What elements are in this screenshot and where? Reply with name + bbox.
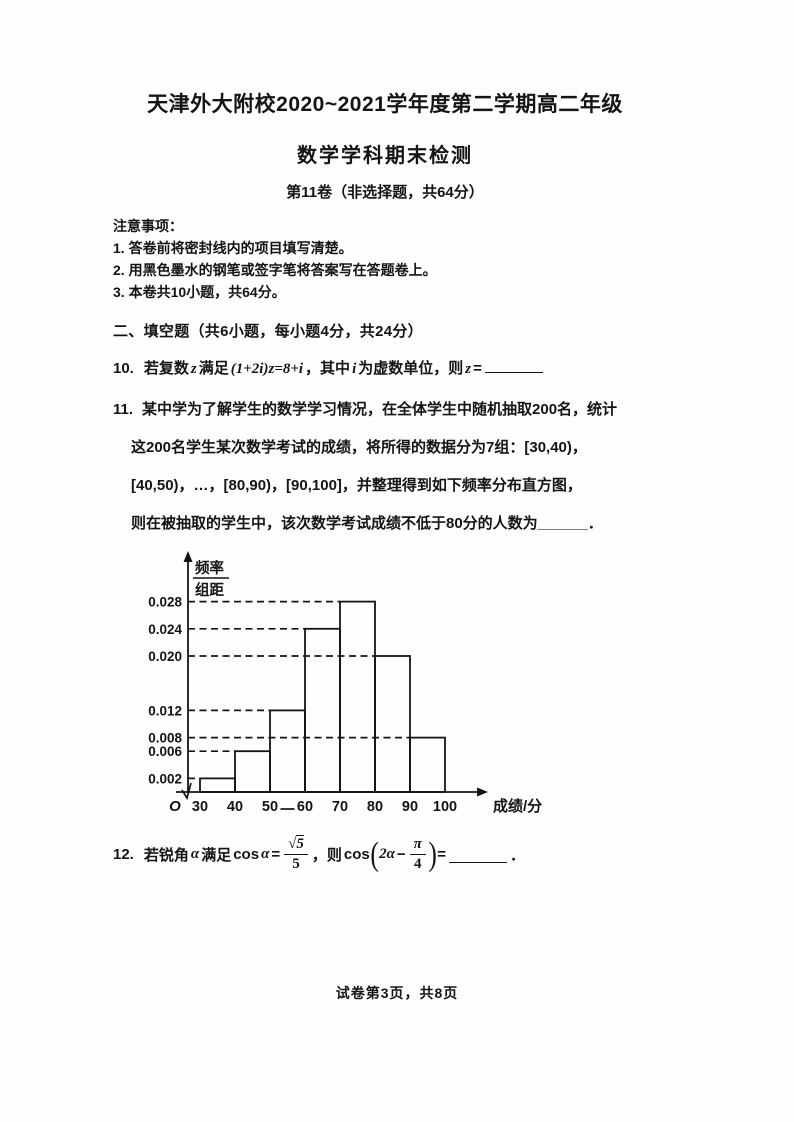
exam-school-title: 天津外大附校2020~2021学年度第二学期高二年级 <box>147 93 623 116</box>
histogram-bar <box>199 777 236 793</box>
x-axis-arrow <box>477 787 488 797</box>
math-t: 满足 <box>198 359 229 377</box>
question-11-line-1: 11. 某中学为了解学生的数学学习情况，在全体学生中随机抽取200名，统计 <box>113 391 680 429</box>
x-axis-label: 成绩/分 <box>493 797 542 815</box>
question-11: 11. 某中学为了解学生的数学学习情况，在全体学生中随机抽取200名，统计 这20… <box>90 391 680 543</box>
axis-break-mark <box>181 782 192 800</box>
question-11-line-4: 则在被抽取的学生中，该次数学考试成绩不低于80分的人数为______． <box>131 514 603 532</box>
x-tick-label: 40 <box>227 799 243 815</box>
notes-heading: 注意事项： <box>113 218 183 234</box>
math-m: z <box>465 360 472 377</box>
math-t: ，则 <box>311 847 342 864</box>
histogram-bar <box>304 627 341 793</box>
question-10-text: 若复数 z 满足 (1+2i)z=8+i ，其中 i 为虚数单位，则 z = <box>143 360 545 377</box>
math-m: z <box>190 360 197 377</box>
math-t: 若锐角 <box>143 847 189 864</box>
y-tick-label: 0.002 <box>148 771 182 786</box>
question-12: 12. 若锐角 α 满足 cos α = √5 5 ，则 cos(2α − π 4) = ． <box>90 834 680 874</box>
section-heading-fill-in: 二、填空题（共6小题，每小题4分，共24分） <box>113 323 423 340</box>
question-11-line-2: 这200名学生某次数学考试的成绩，将所得的数据分为7组：[30,40)， <box>131 438 587 456</box>
math-t: 为虚数单位，则 <box>358 359 464 377</box>
note-item-3: 3. 本卷共10小题，共64分。 <box>113 284 286 300</box>
paper-section-line: 第11卷（非选择题，共64分） <box>286 184 484 201</box>
notes-block: 注意事项： 1. 答卷前将密封线内的项目填写清楚。 2. 用黑色墨水的钢笔或签字… <box>90 215 680 303</box>
math-m: α <box>261 846 270 862</box>
math-m: i <box>352 360 357 377</box>
math-t: = <box>271 846 281 863</box>
question-11-number: 11. <box>113 400 134 418</box>
origin-label: O <box>169 798 181 815</box>
y-axis-label-numerator: 频率 <box>195 559 224 577</box>
y-tick-label: 0.012 <box>148 703 182 718</box>
question-10-number: 10. <box>113 359 134 377</box>
x-tick-label: 50 <box>262 799 278 815</box>
y-tick-label: 0.020 <box>148 649 182 664</box>
histogram-bar <box>234 750 271 793</box>
note-item-1: 1. 答卷前将密封线内的项目填写清楚。 <box>113 240 353 256</box>
x-tick-label: 70 <box>332 799 348 815</box>
math-t: ，其中 <box>305 359 351 377</box>
question-12-number: 12. <box>113 846 134 863</box>
math-t: 满足 <box>201 847 232 864</box>
histogram-bar <box>374 654 411 793</box>
math-m: α <box>190 846 200 862</box>
y-axis-label-denominator: 组距 <box>195 581 224 599</box>
math-t: cos <box>233 846 260 863</box>
histogram-bar <box>339 600 376 793</box>
histogram-bar <box>269 709 306 793</box>
math-blank <box>484 356 543 373</box>
x-tick-label: 30 <box>192 799 208 815</box>
histogram-bar <box>409 736 446 793</box>
page-footer: 试卷第3页，共8页 <box>335 985 459 1001</box>
y-tick-label: 0.028 <box>148 594 182 609</box>
question-11-line-3: [40,50)，…，[80,90)，[90,100]，并整理得到如下频率分布直方… <box>131 476 582 494</box>
math-t: 若复数 <box>143 359 189 377</box>
math-m: (1+2i)z=8+i <box>230 360 304 377</box>
x-tick-label: 100 <box>433 799 457 815</box>
math-t: = <box>437 846 446 863</box>
math-m: 2α <box>379 846 395 862</box>
question-10: 10. 若复数 z 满足 (1+2i)z=8+i ，其中 i 为虚数单位，则 z = <box>90 356 680 378</box>
question-12-text: 若锐角 α 满足 cos α = √5 5 ，则 cos(2α − π 4) = ． <box>143 834 525 874</box>
y-tick-label: 0.008 <box>148 730 182 745</box>
math-frac: √5 5 <box>284 834 308 874</box>
x-tick-label: 80 <box>367 799 383 815</box>
note-item-2: 2. 用黑色墨水的钢笔或签字笔将答案写在答题卷上。 <box>113 262 437 278</box>
y-tick-label: 0.024 <box>148 622 182 637</box>
x-tick-label: 90 <box>402 799 418 815</box>
math-t: = <box>473 359 482 377</box>
y-tick-label: 0.006 <box>148 744 182 759</box>
math-t: − <box>396 846 406 863</box>
math-t: cos <box>343 846 370 863</box>
math-blank <box>448 846 507 863</box>
exam-subject-title: 数学学科期末检测 <box>297 145 473 167</box>
question-11-text: 某中学为了解学生的数学学习情况，在全体学生中随机抽取200名，统计 <box>142 400 618 418</box>
frequency-histogram: 0.002 0.006 0.008 0.012 0.020 0.024 0.028 30 40 5… <box>135 547 680 830</box>
x-tick-label: 60 <box>297 799 313 815</box>
y-axis-arrow <box>183 550 193 562</box>
content-column: 天津外大附校2020~2021学年度第二学期高二年级 数学学科期末检测 第11卷… <box>90 0 680 873</box>
math-t: ． <box>509 847 525 864</box>
